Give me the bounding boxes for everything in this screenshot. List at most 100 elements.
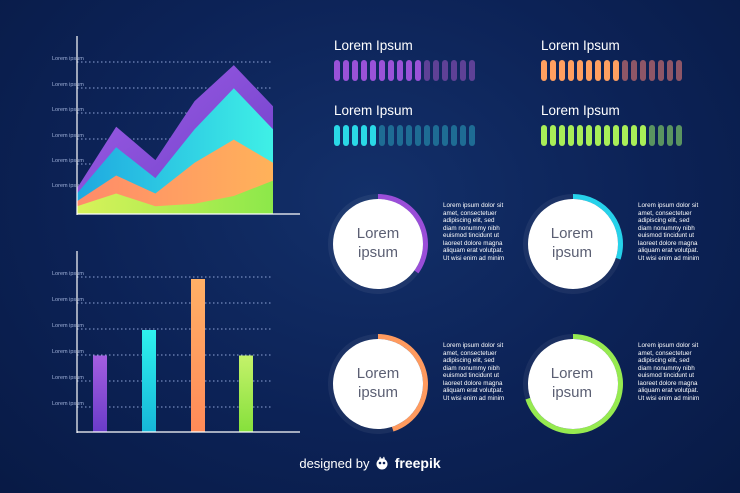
progress-tick-filled [550, 60, 556, 81]
progress-tick-empty [676, 125, 682, 146]
ring-label: Lorem ipsum [550, 225, 594, 261]
progress-tick-empty [442, 125, 448, 146]
progress-tick-filled [577, 60, 583, 81]
y-tick-label: Lorem ipsum [52, 133, 84, 139]
progress-tick-filled [334, 125, 340, 146]
area-chart: Lorem ipsum Lorem ipsum Lorem ipsum Lorem i… [52, 36, 300, 215]
progress-tick-filled [541, 125, 547, 146]
progress-ticks [334, 60, 475, 81]
progress-tick-empty [640, 60, 646, 81]
y-tick-label: Lorem ipsum [52, 349, 84, 355]
credit-line: designed by freepik [0, 455, 740, 473]
progress-tick-filled [595, 60, 601, 81]
bar-chart: Lorem ipsum Lorem ipsum Lorem ipsum Lorem i… [52, 251, 300, 433]
progress-tick-empty [667, 60, 673, 81]
progress-tick-empty [379, 125, 385, 146]
progress-tick-filled [361, 125, 367, 146]
bar-D [239, 355, 253, 432]
progress-tick-filled [577, 125, 583, 146]
progress-tick-filled [361, 60, 367, 81]
progress-tick-empty [451, 60, 457, 81]
progress-tick-empty [424, 60, 430, 81]
progress-tick-empty [658, 125, 664, 146]
progress-tick-empty [388, 125, 394, 146]
ring-description: Lorem ipsum dolor sit amet, consectetuer… [443, 202, 505, 262]
progress-title: Lorem Ipsum [334, 38, 413, 53]
ring-description: Lorem ipsum dolor sit amet, consectetuer… [638, 342, 700, 402]
progress-tick-filled [568, 60, 574, 81]
progress-tick-empty [460, 60, 466, 81]
y-tick-label: Lorem ipsum [52, 107, 84, 113]
progress-tick-filled [604, 125, 610, 146]
ring-disc [333, 339, 423, 429]
progress-tick-filled [631, 125, 637, 146]
ring-arc [378, 194, 428, 274]
progress-tick-empty [631, 60, 637, 81]
progress-tick-filled [613, 60, 619, 81]
progress-tick-empty [424, 125, 430, 146]
credit-prefix: designed by [299, 456, 370, 471]
progress-tick-filled [343, 125, 349, 146]
progress-tick-empty [406, 125, 412, 146]
progress-tick-empty [649, 60, 655, 81]
area-series-orange [77, 139, 273, 214]
y-tick-label: Lorem ipsum [52, 158, 84, 164]
progress-tick-filled [559, 125, 565, 146]
progress-tick-filled [640, 125, 646, 146]
freepik-logo-icon [375, 456, 389, 473]
credit-brand: freepik [394, 455, 441, 471]
progress-title: Lorem Ipsum [541, 103, 620, 118]
ring-label: Lorem ipsum [356, 365, 400, 401]
progress-tick-filled [352, 125, 358, 146]
progress-tick-empty [676, 60, 682, 81]
progress-title: Lorem Ipsum [334, 103, 413, 118]
progress-tick-filled [415, 60, 421, 81]
ring-description: Lorem ipsum dolor sit amet, consectetuer… [638, 202, 700, 262]
progress-tick-filled [541, 60, 547, 81]
progress-tick-filled [559, 60, 565, 81]
progress-tick-filled [352, 60, 358, 81]
progress-tick-filled [595, 125, 601, 146]
y-tick-label: Lorem ipsum [52, 82, 84, 88]
ring-disc [528, 199, 618, 289]
y-tick-label: Lorem ipsum [52, 183, 84, 189]
progress-tick-empty [658, 60, 664, 81]
progress-tick-empty [415, 125, 421, 146]
progress-ticks [541, 60, 682, 81]
ring-label: Lorem ipsum [356, 225, 400, 261]
bar-B [142, 330, 156, 432]
progress-tick-filled [586, 125, 592, 146]
progress-tick-filled [334, 60, 340, 81]
y-tick-label: Lorem ipsum [52, 375, 84, 381]
progress-tick-filled [379, 60, 385, 81]
bar-C [191, 279, 205, 432]
progress-tick-empty [451, 125, 457, 146]
progress-tick-empty [649, 125, 655, 146]
progress-tick-empty [460, 125, 466, 146]
progress-tick-empty [442, 60, 448, 81]
progress-tick-filled [613, 125, 619, 146]
ring-disc [528, 339, 618, 429]
progress-tick-filled [568, 125, 574, 146]
progress-ticks [334, 125, 475, 146]
ring-disc [333, 199, 423, 289]
progress-ticks [541, 125, 682, 146]
ring-description: Lorem ipsum dolor sit amet, consectetuer… [443, 342, 505, 402]
progress-tick-filled [370, 125, 376, 146]
y-tick-label: Lorem ipsum [52, 401, 84, 407]
ring-label: Lorem ipsum [550, 365, 594, 401]
progress-tick-empty [469, 125, 475, 146]
progress-tick-filled [388, 60, 394, 81]
progress-tick-empty [433, 60, 439, 81]
progress-tick-filled [397, 60, 403, 81]
progress-title: Lorem Ipsum [541, 38, 620, 53]
progress-tick-empty [433, 125, 439, 146]
progress-tick-filled [622, 125, 628, 146]
progress-tick-filled [550, 125, 556, 146]
ring-arc [573, 194, 623, 260]
progress-tick-empty [397, 125, 403, 146]
y-tick-label: Lorem ipsum [52, 297, 84, 303]
progress-tick-filled [586, 60, 592, 81]
progress-tick-filled [343, 60, 349, 81]
